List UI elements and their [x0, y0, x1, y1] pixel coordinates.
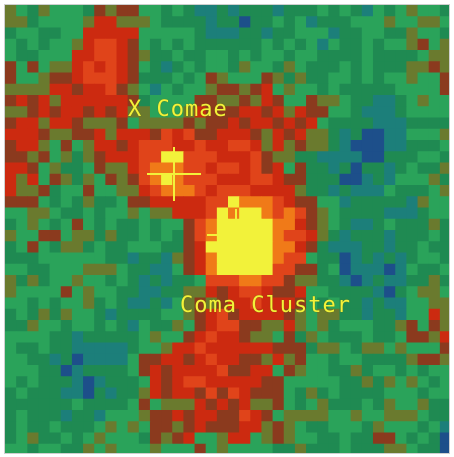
coma-cluster-label: Coma Cluster	[180, 293, 351, 318]
x-comae-label: X Comae	[128, 97, 228, 122]
pixel-heatmap	[5, 5, 449, 453]
sky-intensity-map	[4, 4, 450, 454]
